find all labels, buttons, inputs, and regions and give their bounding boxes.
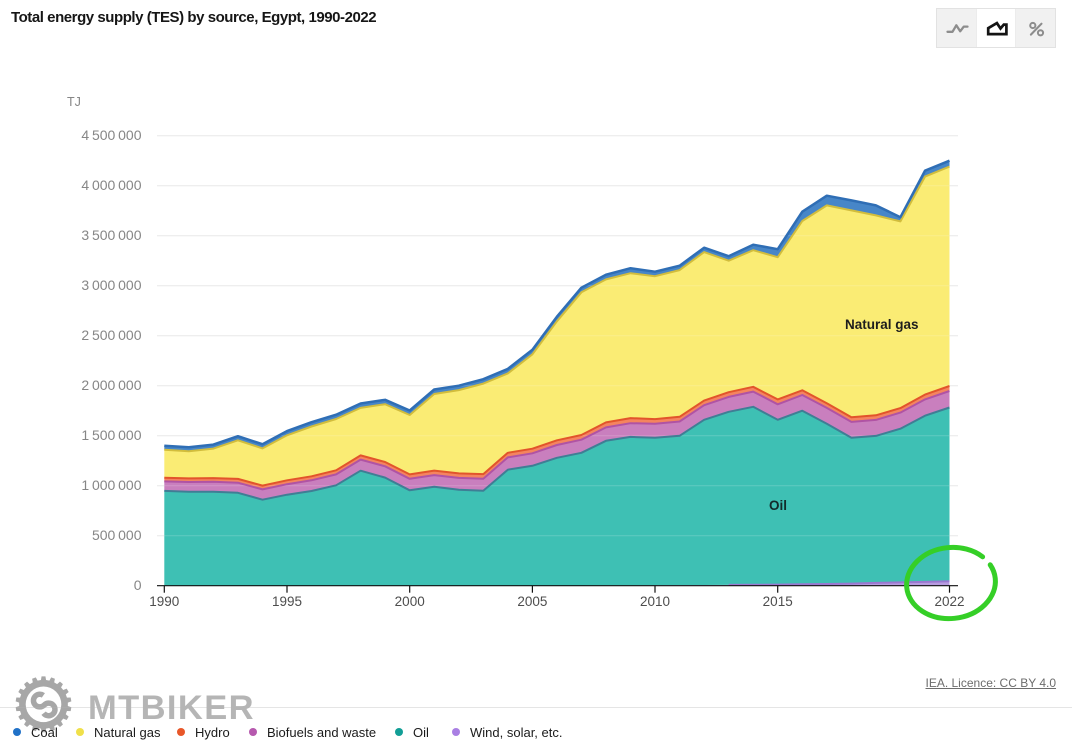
svg-text:500 000: 500 000 <box>92 527 142 543</box>
svg-text:MTBIKER: MTBIKER <box>88 689 255 727</box>
svg-text:4 500 000: 4 500 000 <box>81 127 141 143</box>
svg-text:2000: 2000 <box>395 594 425 609</box>
svg-text:2 000 000: 2 000 000 <box>81 377 141 393</box>
svg-text:0: 0 <box>134 577 142 593</box>
svg-text:Oil: Oil <box>769 498 787 513</box>
svg-text:1 500 000: 1 500 000 <box>81 427 141 443</box>
svg-text:1995: 1995 <box>272 594 302 609</box>
svg-text:2005: 2005 <box>517 594 547 609</box>
svg-text:2015: 2015 <box>763 594 793 609</box>
svg-text:4 000 000: 4 000 000 <box>81 177 141 193</box>
svg-text:2 500 000: 2 500 000 <box>81 327 141 343</box>
svg-text:3 000 000: 3 000 000 <box>81 277 141 293</box>
svg-text:Natural gas: Natural gas <box>845 317 919 332</box>
svg-text:1 000 000: 1 000 000 <box>81 477 141 493</box>
svg-text:2010: 2010 <box>640 594 670 609</box>
svg-text:2022: 2022 <box>934 594 964 609</box>
svg-text:3 500 000: 3 500 000 <box>81 227 141 243</box>
svg-text:1990: 1990 <box>149 594 179 609</box>
svg-text:TJ: TJ <box>67 95 81 109</box>
